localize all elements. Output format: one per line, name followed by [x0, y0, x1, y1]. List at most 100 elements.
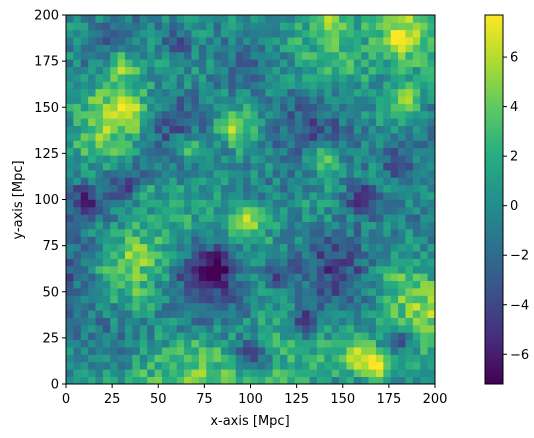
- heatmap-cell: [324, 258, 333, 267]
- heatmap-cell: [228, 347, 237, 355]
- heatmap-cell: [117, 302, 126, 311]
- heatmap-cell: [66, 251, 74, 259]
- heatmap-cell: [73, 265, 82, 274]
- heatmap-cell: [390, 162, 399, 171]
- heatmap-cell: [375, 288, 384, 296]
- heatmap-cell: [161, 243, 170, 252]
- heatmap-cell: [324, 155, 333, 163]
- heatmap-cell: [361, 332, 369, 341]
- heatmap-cell: [316, 169, 325, 178]
- heatmap-cell: [427, 339, 436, 348]
- heatmap-cell: [228, 29, 237, 38]
- heatmap-cell: [139, 184, 148, 193]
- heatmap-cell: [302, 103, 310, 112]
- heatmap-cell: [331, 103, 340, 112]
- heatmap-cell: [147, 295, 155, 304]
- heatmap-cell: [184, 59, 192, 68]
- heatmap-cell: [331, 332, 340, 341]
- heatmap-cell: [287, 229, 296, 237]
- heatmap-cell: [309, 74, 318, 82]
- heatmap-cell: [353, 192, 362, 200]
- heatmap-cell: [243, 310, 251, 318]
- colorbar-tick-label: −2: [510, 249, 529, 264]
- heatmap-cell: [243, 295, 251, 304]
- heatmap-cell: [316, 74, 325, 82]
- heatmap-cell: [139, 361, 148, 370]
- heatmap-cell: [280, 184, 288, 193]
- heatmap-cell: [420, 59, 428, 68]
- heatmap-cell: [125, 140, 133, 149]
- heatmap-cell: [228, 103, 237, 112]
- heatmap-cell: [390, 347, 399, 355]
- heatmap-cell: [110, 302, 119, 311]
- heatmap-cell: [361, 15, 369, 23]
- heatmap-cell: [154, 155, 163, 163]
- heatmap-cell: [191, 66, 200, 75]
- heatmap-cell: [412, 140, 421, 149]
- heatmap-cell: [390, 133, 399, 141]
- heatmap-cell: [88, 103, 96, 112]
- heatmap-cell: [161, 133, 170, 141]
- heatmap-cell: [95, 37, 104, 45]
- heatmap-cell: [346, 74, 355, 82]
- heatmap-cell: [339, 236, 347, 245]
- heatmap-cell: [280, 302, 288, 311]
- heatmap-cell: [398, 214, 406, 222]
- heatmap-cell: [294, 133, 303, 141]
- heatmap-cell: [228, 317, 237, 326]
- heatmap-cell: [250, 273, 259, 282]
- heatmap-cell: [390, 243, 399, 252]
- heatmap-cell: [265, 206, 273, 215]
- heatmap-cell: [220, 280, 229, 289]
- heatmap-cell: [184, 96, 192, 104]
- heatmap-cell: [405, 273, 414, 282]
- heatmap-cell: [73, 162, 82, 171]
- heatmap-cell: [272, 133, 281, 141]
- heatmap-cell: [73, 302, 82, 311]
- heatmap-cell: [331, 251, 340, 259]
- y-tick-label: 200: [34, 9, 59, 24]
- heatmap-cell: [125, 265, 133, 274]
- heatmap-cell: [405, 332, 414, 341]
- heatmap-cell: [117, 347, 126, 355]
- heatmap-cell: [132, 37, 141, 45]
- heatmap-cell: [132, 347, 141, 355]
- heatmap-cell: [339, 96, 347, 104]
- heatmap-cell: [375, 236, 384, 245]
- heatmap-cell: [250, 376, 259, 385]
- heatmap-cell: [405, 169, 414, 178]
- heatmap-cell: [265, 125, 273, 134]
- heatmap-cell: [125, 88, 133, 97]
- heatmap-cell: [80, 44, 89, 53]
- heatmap-cell: [235, 280, 244, 289]
- heatmap-cell: [161, 59, 170, 68]
- heatmap-cell: [206, 51, 214, 60]
- heatmap-cell: [316, 295, 325, 304]
- heatmap-cell: [294, 103, 303, 112]
- heatmap-cell: [302, 199, 310, 208]
- x-tick-label: 50: [150, 392, 167, 407]
- heatmap-cell: [309, 310, 318, 318]
- heatmap-cell: [176, 29, 185, 38]
- heatmap-cell: [368, 273, 377, 282]
- heatmap-cell: [191, 324, 200, 333]
- heatmap-cell: [272, 221, 281, 230]
- heatmap-cell: [206, 317, 214, 326]
- heatmap-cell: [287, 339, 296, 348]
- heatmap-cell: [184, 288, 192, 296]
- heatmap-cell: [257, 74, 266, 82]
- heatmap-cell: [316, 81, 325, 90]
- heatmap-cell: [265, 81, 273, 90]
- heatmap-cell: [235, 317, 244, 326]
- heatmap-cell: [331, 192, 340, 200]
- heatmap-cell: [294, 310, 303, 318]
- heatmap-cell: [228, 147, 237, 156]
- heatmap-cell: [361, 184, 369, 193]
- heatmap-cell: [398, 96, 406, 104]
- heatmap-cell: [243, 206, 251, 215]
- heatmap-cell: [265, 332, 273, 341]
- heatmap-cell: [243, 59, 251, 68]
- heatmap-cell: [324, 125, 333, 134]
- heatmap-cell: [427, 369, 436, 377]
- heatmap-cell: [309, 251, 318, 259]
